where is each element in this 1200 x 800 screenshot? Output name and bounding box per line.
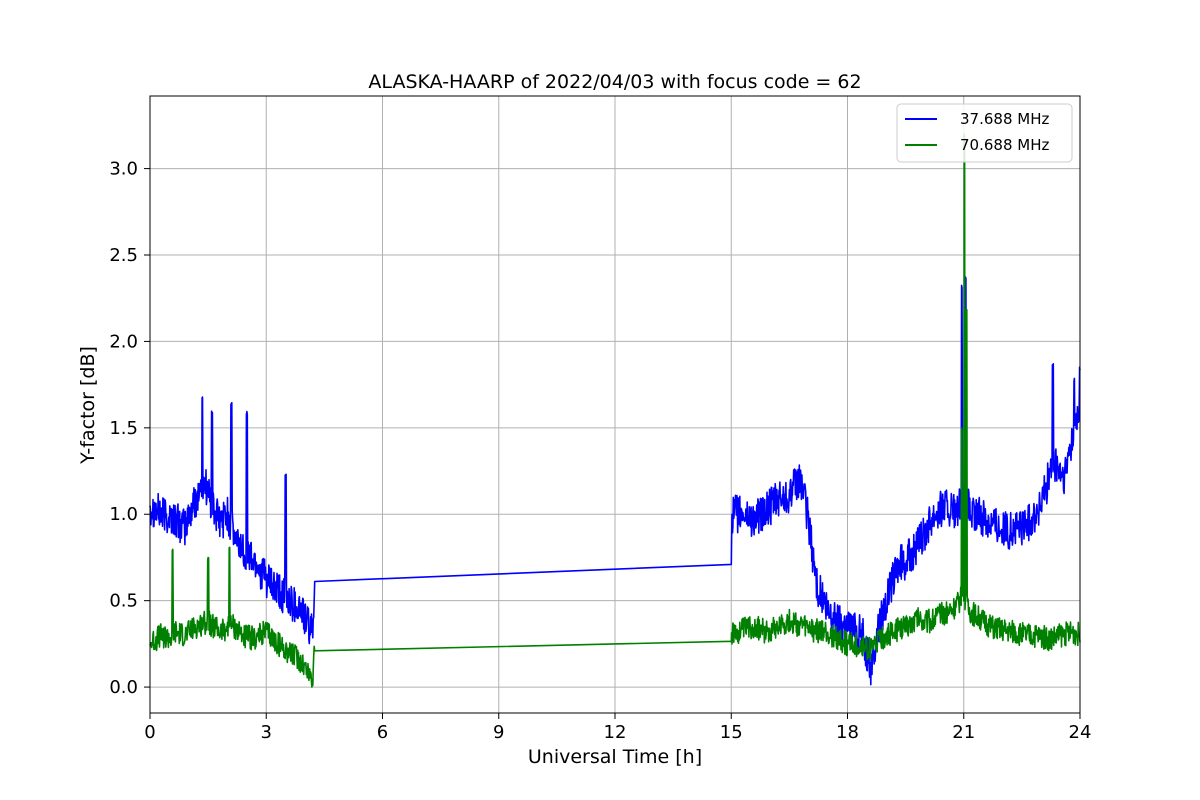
y-tick-label: 0.0 — [109, 677, 138, 698]
axis-ticks: 0 3 6 9 12 15 18 21 24 0.0 0.5 1.0 1.5 2.0 2.5 3.0 — [109, 159, 1091, 743]
x-tick-label: 15 — [720, 722, 743, 743]
legend: 37.688 MHz 70.688 MHz — [896, 103, 1073, 163]
series-line-1 — [149, 276, 1081, 686]
x-tick-label: 24 — [1069, 722, 1092, 743]
y-tick-label: 2.5 — [109, 245, 138, 266]
y-tick-label: 2.0 — [109, 331, 138, 352]
x-tick-label: 12 — [604, 722, 627, 743]
y-axis-label: Y-factor [dB] — [77, 346, 99, 465]
grid — [149, 96, 1081, 713]
y-tick-label: 3.0 — [109, 159, 138, 180]
legend-label: 37.688 MHz — [960, 110, 1049, 128]
x-tick-label: 21 — [952, 722, 975, 743]
y-tick-label: 1.0 — [109, 504, 138, 525]
y-tick-label: 1.5 — [109, 418, 138, 439]
x-tick-label: 9 — [493, 722, 504, 743]
series-line-2 — [149, 133, 1081, 688]
x-tick-label: 0 — [144, 722, 155, 743]
x-tick-label: 6 — [377, 722, 388, 743]
series-layer — [149, 133, 1081, 688]
x-tick-label: 18 — [836, 722, 859, 743]
chart-title: ALASKA-HAARP of 2022/04/03 with focus co… — [368, 71, 861, 93]
x-axis-label: Universal Time [h] — [528, 746, 702, 768]
legend-box — [896, 103, 1073, 163]
legend-label: 70.688 MHz — [960, 136, 1049, 154]
y-tick-label: 0.5 — [109, 591, 138, 612]
x-tick-label: 3 — [261, 722, 272, 743]
